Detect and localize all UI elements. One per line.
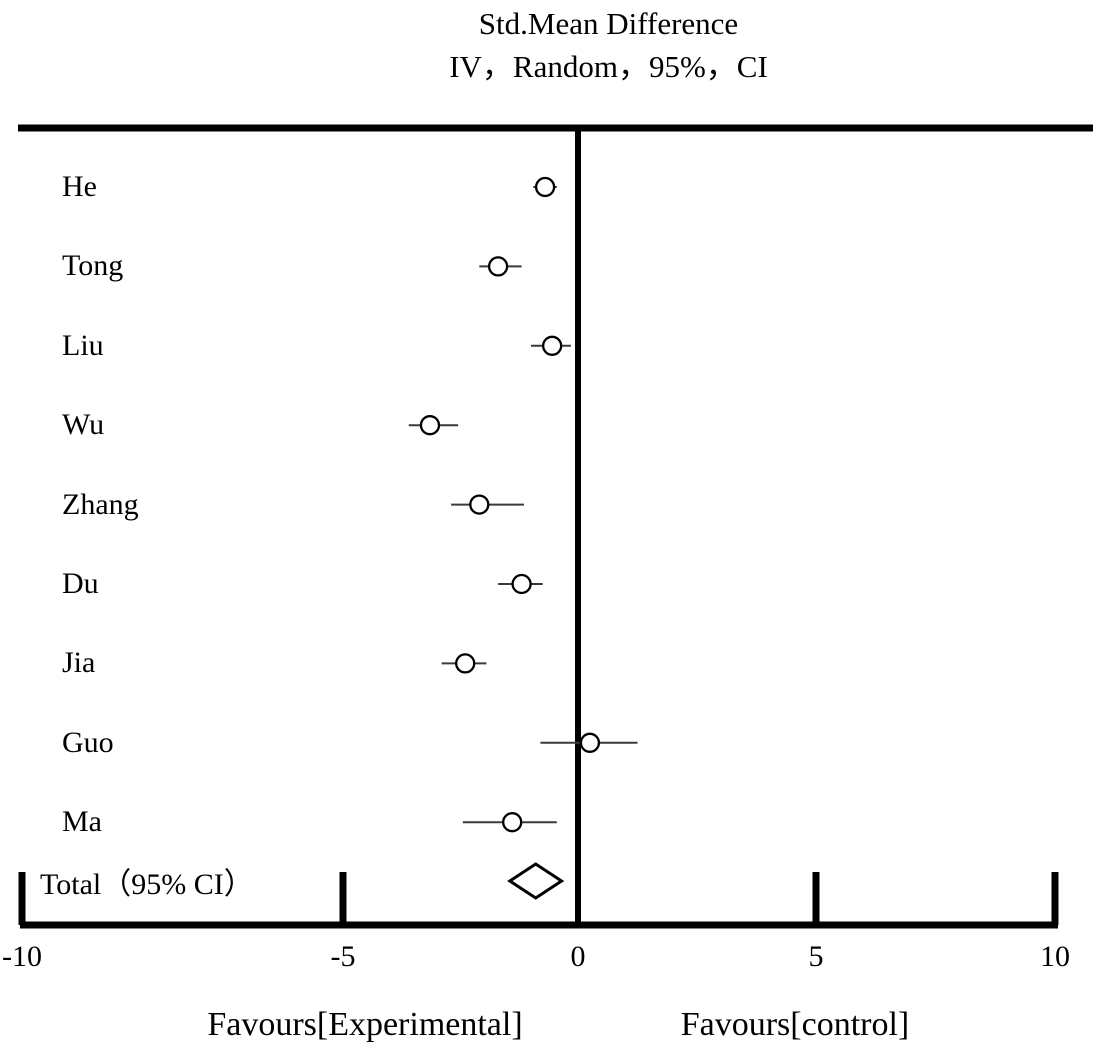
study-label: He (62, 170, 97, 203)
chart-title: Std.Mean Difference IV，Random，95%，CI (125, 2, 1092, 88)
tick-label: -10 (2, 940, 42, 973)
study-label: Guo (62, 725, 114, 759)
tick-label: 10 (1040, 940, 1070, 973)
study-label: Du (62, 567, 99, 600)
summary-diamond (507, 862, 565, 900)
chart-title-line1: Std.Mean Difference (478, 6, 739, 41)
total-label: Total（95% CI） (40, 868, 254, 901)
point-estimate-marker (534, 176, 556, 198)
favours-control-label: Favours[control] (680, 1006, 910, 1043)
point-estimate-marker (502, 812, 523, 833)
point-estimate-marker (469, 494, 490, 515)
study-label: Jia (62, 646, 96, 680)
point-estimate-marker (511, 573, 532, 595)
study-label: Ma (62, 805, 102, 839)
favours-experimental-label: Favours[Experimental] (207, 1006, 523, 1043)
point-estimate-marker (419, 415, 441, 436)
point-estimate-marker (542, 335, 563, 356)
point-estimate-marker (455, 653, 476, 674)
study-label: Liu (62, 328, 104, 362)
study-label: Tong (62, 249, 124, 283)
study-label: Wu (62, 408, 105, 442)
study-label: Zhang (62, 487, 139, 521)
point-estimate-marker (579, 732, 601, 753)
tick-label: 0 (570, 940, 586, 973)
tick-label: 5 (808, 940, 824, 973)
chart-title-line2: IV，Random，95%，CI (449, 49, 768, 84)
point-estimate-marker (487, 256, 509, 277)
tick-label: -5 (330, 940, 356, 973)
